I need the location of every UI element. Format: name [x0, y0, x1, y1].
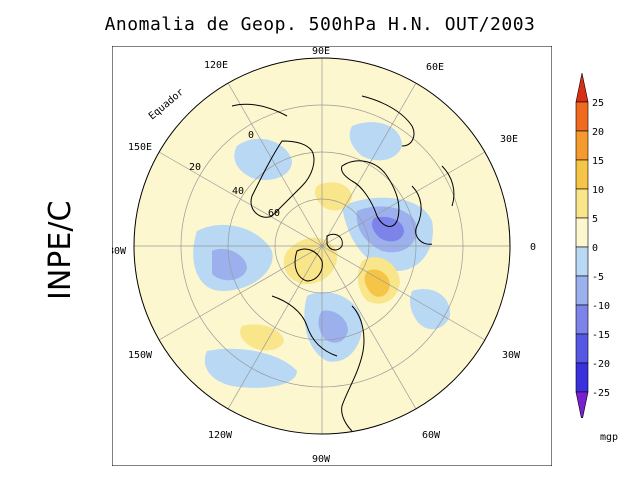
colorbar-label-neg5: -5 — [592, 272, 604, 283]
lon-label-0: 0 — [530, 242, 536, 253]
lat-label-0: 0 — [248, 130, 254, 141]
colorbar-box — [575, 72, 589, 103]
lat-label-20: 20 — [189, 162, 201, 173]
lon-label-90w: 90W — [312, 454, 331, 465]
colorbar: 25 20 15 10 5 0 -5 -10 -15 -20 -25 — [575, 72, 610, 418]
colorbar-label-neg10: -10 — [592, 301, 610, 312]
colorbar-label-20: 20 — [592, 127, 604, 138]
colorbar-box — [575, 304, 589, 335]
colorbar-label-25: 25 — [592, 98, 604, 109]
colorbar-ticks: 25 20 15 10 5 0 -5 -10 -15 -20 -25 — [592, 98, 610, 399]
anomaly-negative-east-pacific — [204, 348, 297, 388]
anomaly-negative-subtropic — [409, 288, 451, 330]
colorbar-label-neg15: -15 — [592, 330, 610, 341]
lon-label-120w: 120W — [208, 430, 233, 441]
lon-label-30e: 30E — [500, 134, 518, 145]
colorbar-label-0: 0 — [592, 243, 598, 254]
credit-text: INPE/CPTEC — [43, 200, 78, 300]
anomaly-negative-atlantic-core — [318, 310, 348, 343]
colorbar-label-5: 5 — [592, 214, 598, 225]
colorbar-label-neg20: -20 — [592, 359, 610, 370]
longitude-labels: 90E 60E 30E 0 30W 60W 90W 120W 150W 180W… — [112, 46, 536, 465]
colorbar-box — [575, 246, 589, 277]
colorbar-box — [575, 188, 589, 219]
coastlines — [231, 95, 455, 432]
anomaly-positive-asia — [314, 182, 352, 211]
lon-label-150w: 150W — [128, 350, 153, 361]
colorbar-boxes — [575, 72, 589, 418]
latitude-labels: 0 20 40 60 — [189, 130, 280, 219]
lat-label-60: 60 — [268, 208, 280, 219]
graticule — [134, 58, 510, 434]
lon-label-180w: 180W — [112, 246, 127, 257]
colorbar-label-neg25: -25 — [592, 388, 610, 399]
map-border — [133, 57, 511, 435]
credit-label: INPE/CPTEC — [43, 200, 78, 300]
colorbar-box — [575, 333, 589, 364]
colorbar-box — [575, 159, 589, 190]
colorbar-box — [575, 362, 589, 393]
colorbar-box — [575, 217, 589, 248]
lon-label-60e: 60E — [426, 62, 444, 73]
colorbar-box — [575, 391, 589, 418]
lon-label-90e: 90E — [312, 46, 330, 57]
equator-label: Equador — [147, 87, 186, 123]
lat-label-40: 40 — [232, 186, 244, 197]
lon-label-150e: 150E — [128, 142, 152, 153]
colorbar-box — [575, 130, 589, 161]
lon-label-60w: 60W — [422, 430, 441, 441]
colorbar-label-15: 15 — [592, 156, 604, 167]
units-label: mgp — [600, 432, 619, 443]
chart-title: Anomalia de Geop. 500hPa H.N. OUT/2003 — [104, 14, 536, 35]
anomaly-negative-asia — [349, 122, 402, 161]
anomaly-positive-eurasia-core — [364, 269, 390, 297]
anomaly-fields — [193, 122, 451, 388]
colorbar-label-10: 10 — [592, 185, 604, 196]
anomaly-negative-siberia — [234, 138, 292, 181]
lon-label-30w: 30W — [502, 350, 521, 361]
lon-label-120e: 120E — [204, 60, 228, 71]
colorbar-box — [575, 101, 589, 132]
polar-map: 90E 60E 30E 0 30W 60W 90W 120W 150W 180W… — [112, 46, 552, 466]
colorbar-box — [575, 275, 589, 306]
